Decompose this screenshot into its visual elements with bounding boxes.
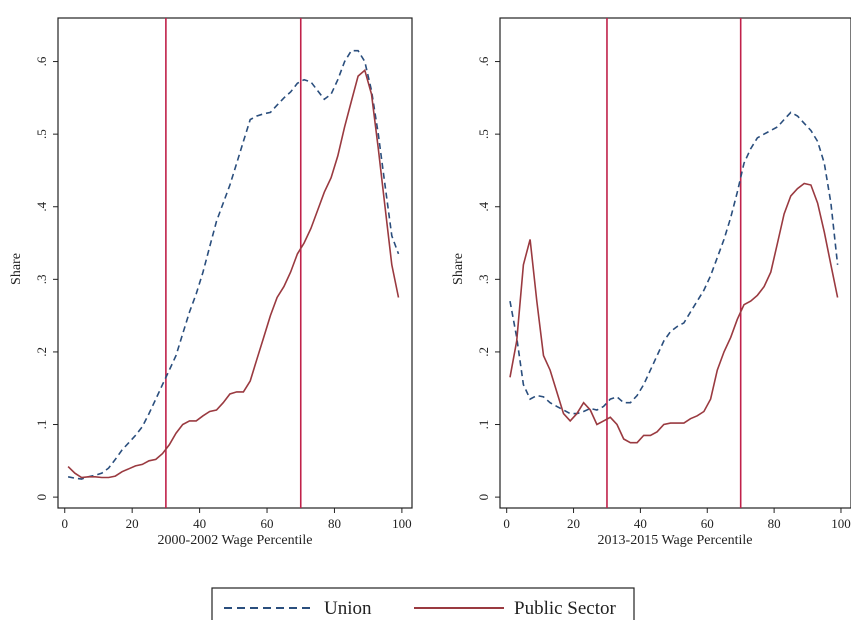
right-x-axis-title: 2013-2015 Wage Percentile (598, 533, 753, 548)
left-y-tick-label: .2 (34, 347, 49, 357)
left-x-tick-label: 60 (261, 516, 274, 531)
left-x-axis-title: 2000-2002 Wage Percentile (158, 533, 313, 548)
left-x-tick-label: 40 (193, 516, 206, 531)
left-y-tick-label: .5 (34, 129, 49, 139)
left-y-tick-label: .4 (34, 201, 49, 211)
legend-box (211, 587, 635, 620)
left-x-tick-label: 20 (126, 516, 139, 531)
right-series-public-sector (509, 182, 839, 444)
right-y-tick-label: .4 (476, 201, 491, 211)
right-x-tick-label: 100 (831, 516, 851, 531)
left-x-tick-label: 80 (328, 516, 341, 531)
left-y-tick-label: .6 (34, 56, 49, 66)
right-x-tick-label: 0 (503, 516, 510, 531)
right-y-tick-label: .6 (476, 56, 491, 66)
right-panel: 0 .1 .2 .3 .4 .5 .6 0 20 40 60 80 100 Share 2013-2015 … (451, 17, 851, 548)
right-x-tick-label: 20 (567, 516, 580, 531)
left-y-tick-label: 0 (34, 494, 49, 501)
right-series-union (509, 111, 839, 415)
left-series-public-sector (67, 68, 400, 479)
left-plot-frame (57, 17, 413, 509)
right-plot-frame (499, 17, 851, 509)
right-x-tick-label: 80 (768, 516, 781, 531)
left-y-tick-label: .3 (34, 274, 49, 284)
left-x-tick-label: 100 (392, 516, 412, 531)
left-x-tick-label: 0 (61, 516, 68, 531)
left-panel: 0 .1 .2 .3 .4 .5 .6 0 20 40 60 80 100 Share 2000-2002 … (9, 17, 413, 548)
legend-public-sector-label: Public Sector (514, 598, 617, 619)
right-y-tick-label: .1 (476, 420, 491, 430)
left-y-axis-title: Share (9, 253, 24, 285)
right-y-axis-title: Share (451, 253, 466, 285)
left-y-tick-label: .1 (34, 420, 49, 430)
right-y-tick-label: .5 (476, 129, 491, 139)
right-x-tick-label: 40 (634, 516, 647, 531)
left-series-union (67, 49, 400, 480)
right-x-tick-label: 60 (701, 516, 714, 531)
right-y-tick-label: .2 (476, 347, 491, 357)
right-y-tick-label: .3 (476, 274, 491, 284)
right-y-tick-label: 0 (476, 494, 491, 501)
legend: Union Public Sector (211, 587, 635, 620)
legend-union-label: Union (324, 598, 372, 619)
